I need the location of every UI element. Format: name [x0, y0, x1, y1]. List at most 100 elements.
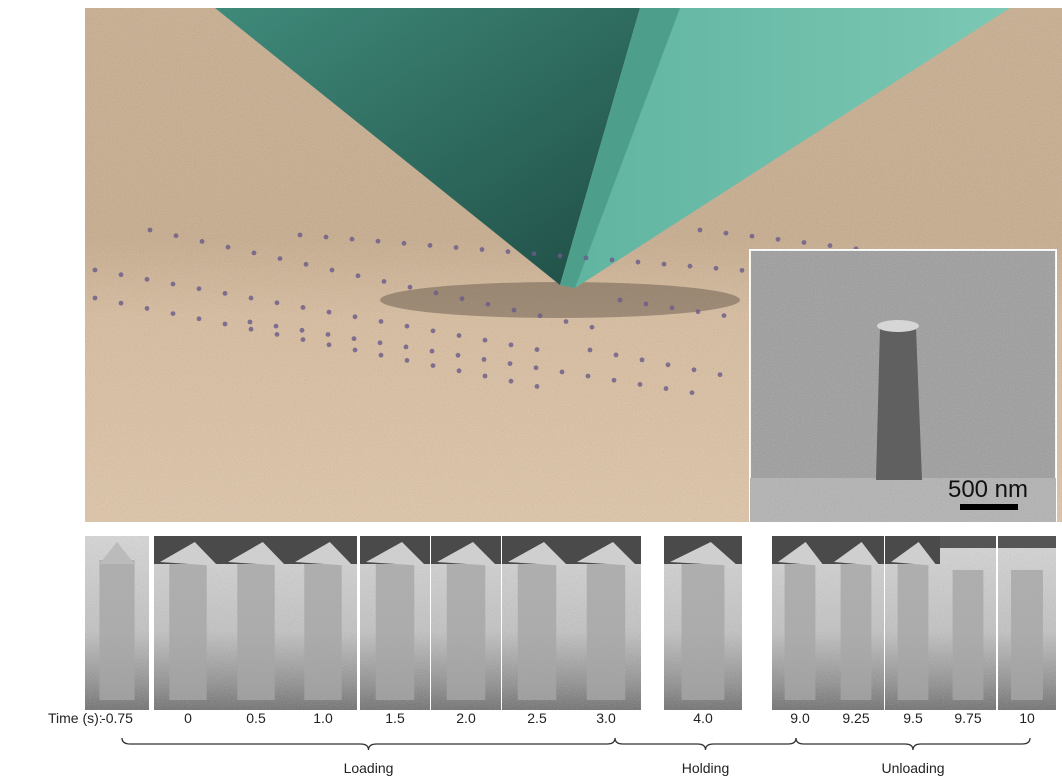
frame — [998, 536, 1056, 710]
frame — [360, 536, 430, 710]
pillar-top — [877, 320, 919, 332]
time-value: 3.0 — [596, 710, 616, 726]
pillar-dot — [662, 262, 667, 267]
phase-label: Holding — [682, 760, 729, 776]
time-value: 0.5 — [246, 710, 266, 726]
pillar-dot — [327, 342, 332, 347]
pillar-dot — [538, 313, 543, 318]
frame — [85, 536, 149, 710]
pillar-dot — [535, 347, 540, 352]
frame — [885, 536, 941, 710]
pillar-dot — [636, 260, 641, 265]
pillar-dot — [535, 384, 540, 389]
pillar-dot — [148, 228, 153, 233]
pillar — [587, 562, 626, 700]
pillar-dot — [301, 305, 306, 310]
pillar — [99, 560, 134, 700]
pillar-dot — [200, 239, 205, 244]
time-value: 2.0 — [456, 710, 476, 726]
shadow — [380, 282, 740, 318]
pillar-dot — [300, 328, 305, 333]
pillar-dot — [197, 286, 202, 291]
pillar — [447, 562, 486, 700]
frame — [772, 536, 828, 710]
pillar-dot — [612, 378, 617, 383]
pillar — [376, 562, 415, 700]
pillar — [169, 562, 206, 700]
time-value: 4.0 — [693, 710, 713, 726]
pillar-dot — [408, 285, 413, 290]
pillar-dot — [378, 340, 383, 345]
pillar-dot — [456, 353, 461, 358]
pillar-dot — [558, 253, 563, 258]
pillar-dot — [145, 306, 150, 311]
pillar-dot — [586, 374, 591, 379]
phase-label: Unloading — [881, 760, 944, 776]
pillar — [304, 562, 341, 700]
pillar-dot — [298, 233, 303, 238]
pillar-dot — [560, 370, 565, 375]
pillar-dot — [404, 345, 409, 350]
figure: 500 nm -0.7500.51.01.52.02.53.04.09.09.2… — [0, 0, 1062, 778]
time-value: 9.75 — [954, 710, 981, 726]
pillar-dot — [508, 361, 513, 366]
pillar — [237, 562, 274, 700]
pillar-dot — [430, 349, 435, 354]
pillar-dot — [304, 262, 309, 267]
pillar-dot — [640, 357, 645, 362]
pillar-dot — [722, 313, 727, 318]
pillar-dot — [223, 291, 228, 296]
pillar-dot — [249, 327, 254, 332]
frame — [289, 536, 357, 710]
pillar-dot — [376, 239, 381, 244]
pillar-dot — [483, 338, 488, 343]
pillar-dot — [644, 302, 649, 307]
pillar-dot — [483, 374, 488, 379]
frame — [222, 536, 290, 710]
pillar-dot — [486, 302, 491, 307]
pillar-dot — [353, 314, 358, 319]
indenter — [998, 536, 1056, 548]
pillar-dot — [482, 357, 487, 362]
pillar-dot — [509, 379, 514, 384]
time-value: 1.0 — [313, 710, 333, 726]
pillar — [785, 562, 816, 700]
pillar-dot — [350, 237, 355, 242]
pillar-dot — [588, 348, 593, 353]
time-value: 9.5 — [903, 710, 923, 726]
pillar-dot — [512, 308, 517, 313]
pillar-dot — [460, 296, 465, 301]
pillar-dot — [402, 241, 407, 246]
page: {"scale_bar": "500 nm", "time_label": "T… — [0, 0, 1062, 778]
pillar-dot — [584, 255, 589, 260]
pillar-dot — [618, 298, 623, 303]
pillar-dot — [740, 268, 745, 273]
pillar-dot — [405, 358, 410, 363]
pillar-dot — [696, 309, 701, 314]
pillar-dot — [509, 342, 514, 347]
pillar-dot — [274, 324, 279, 329]
pillar-dot — [382, 279, 387, 284]
pillar-dot — [431, 328, 436, 333]
pillar-dot — [379, 353, 384, 358]
pillar-dot — [480, 247, 485, 252]
time-value: 2.5 — [527, 710, 547, 726]
pillar-dot — [506, 249, 511, 254]
pillar-dot — [119, 301, 124, 306]
pillar-dot — [379, 319, 384, 324]
frame — [571, 536, 641, 710]
frame — [664, 536, 742, 710]
pillar-dot — [828, 243, 833, 248]
pillar-dot — [197, 316, 202, 321]
pillar-dot — [614, 353, 619, 358]
pillar-dot — [534, 365, 539, 370]
brace — [615, 738, 796, 750]
brace — [796, 738, 1030, 750]
pillar-dot — [690, 390, 695, 395]
pillar-dot — [248, 320, 253, 325]
pillar-dot — [666, 362, 671, 367]
time-value: 9.25 — [842, 710, 869, 726]
pillar-dot — [93, 296, 98, 301]
pillar-dot — [226, 245, 231, 250]
inset: 500 nm — [750, 250, 1056, 522]
